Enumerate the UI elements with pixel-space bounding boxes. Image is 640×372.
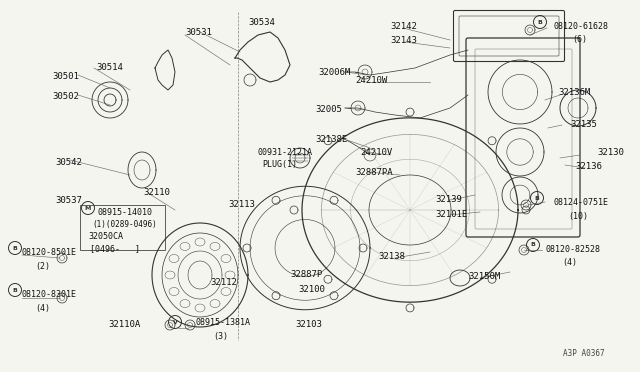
Text: 08120-8501E: 08120-8501E <box>22 248 77 257</box>
Text: 32135: 32135 <box>570 120 597 129</box>
Text: 32112: 32112 <box>210 278 237 287</box>
Text: 24210V: 24210V <box>360 148 392 157</box>
Text: 32150M: 32150M <box>468 272 500 281</box>
Text: 30534: 30534 <box>248 18 275 27</box>
Text: B: B <box>534 196 540 201</box>
Text: (3): (3) <box>213 332 228 341</box>
Text: 08915-14010: 08915-14010 <box>97 208 152 217</box>
Text: M: M <box>85 205 91 211</box>
Text: 32136M: 32136M <box>558 88 590 97</box>
Text: 32130: 32130 <box>597 148 624 157</box>
Text: 32110: 32110 <box>143 188 170 197</box>
Text: 32887PA: 32887PA <box>355 168 392 177</box>
Text: 30537: 30537 <box>55 196 82 205</box>
Text: 32110A: 32110A <box>108 320 140 329</box>
Text: 32103: 32103 <box>295 320 322 329</box>
Text: 08124-0751E: 08124-0751E <box>553 198 608 207</box>
Text: 32143: 32143 <box>390 36 417 45</box>
Text: B: B <box>13 288 17 292</box>
Text: B: B <box>531 243 536 247</box>
Text: (4): (4) <box>562 258 577 267</box>
Text: 24210W: 24210W <box>355 76 387 85</box>
Text: 32138: 32138 <box>378 252 405 261</box>
Text: 32005: 32005 <box>315 105 342 114</box>
Text: PLUG(1): PLUG(1) <box>262 160 297 169</box>
Text: 32113: 32113 <box>228 200 255 209</box>
Text: 30501: 30501 <box>52 72 79 81</box>
Text: 32101E: 32101E <box>435 210 467 219</box>
Text: (2): (2) <box>35 262 50 271</box>
Text: 32142: 32142 <box>390 22 417 31</box>
Text: 30531: 30531 <box>185 28 212 37</box>
Text: [0496-   ]: [0496- ] <box>90 244 140 253</box>
Text: B: B <box>538 19 543 25</box>
Text: B: B <box>13 246 17 250</box>
Text: 32006M: 32006M <box>318 68 350 77</box>
Text: 08120-61628: 08120-61628 <box>553 22 608 31</box>
Text: 32887P: 32887P <box>290 270 323 279</box>
Text: 32139: 32139 <box>435 195 462 204</box>
Text: 30502: 30502 <box>52 92 79 101</box>
Text: 32100: 32100 <box>298 285 325 294</box>
Text: 08915-1381A: 08915-1381A <box>195 318 250 327</box>
Text: 32050CA: 32050CA <box>88 232 123 241</box>
Bar <box>80 205 165 250</box>
Text: (6): (6) <box>572 35 587 44</box>
Text: 08120-8301E: 08120-8301E <box>22 290 77 299</box>
Text: 30514: 30514 <box>96 63 123 72</box>
Text: 00931-2121A: 00931-2121A <box>258 148 313 157</box>
Text: (1)(0289-0496): (1)(0289-0496) <box>92 220 157 229</box>
Text: A3P A0367: A3P A0367 <box>563 349 605 358</box>
Text: (4): (4) <box>35 304 50 313</box>
Text: 32138E: 32138E <box>315 135 348 144</box>
Text: (10): (10) <box>568 212 588 221</box>
Text: 08120-82528: 08120-82528 <box>545 245 600 254</box>
Text: 30542: 30542 <box>55 158 82 167</box>
Text: 32136: 32136 <box>575 162 602 171</box>
Text: V: V <box>173 320 177 324</box>
